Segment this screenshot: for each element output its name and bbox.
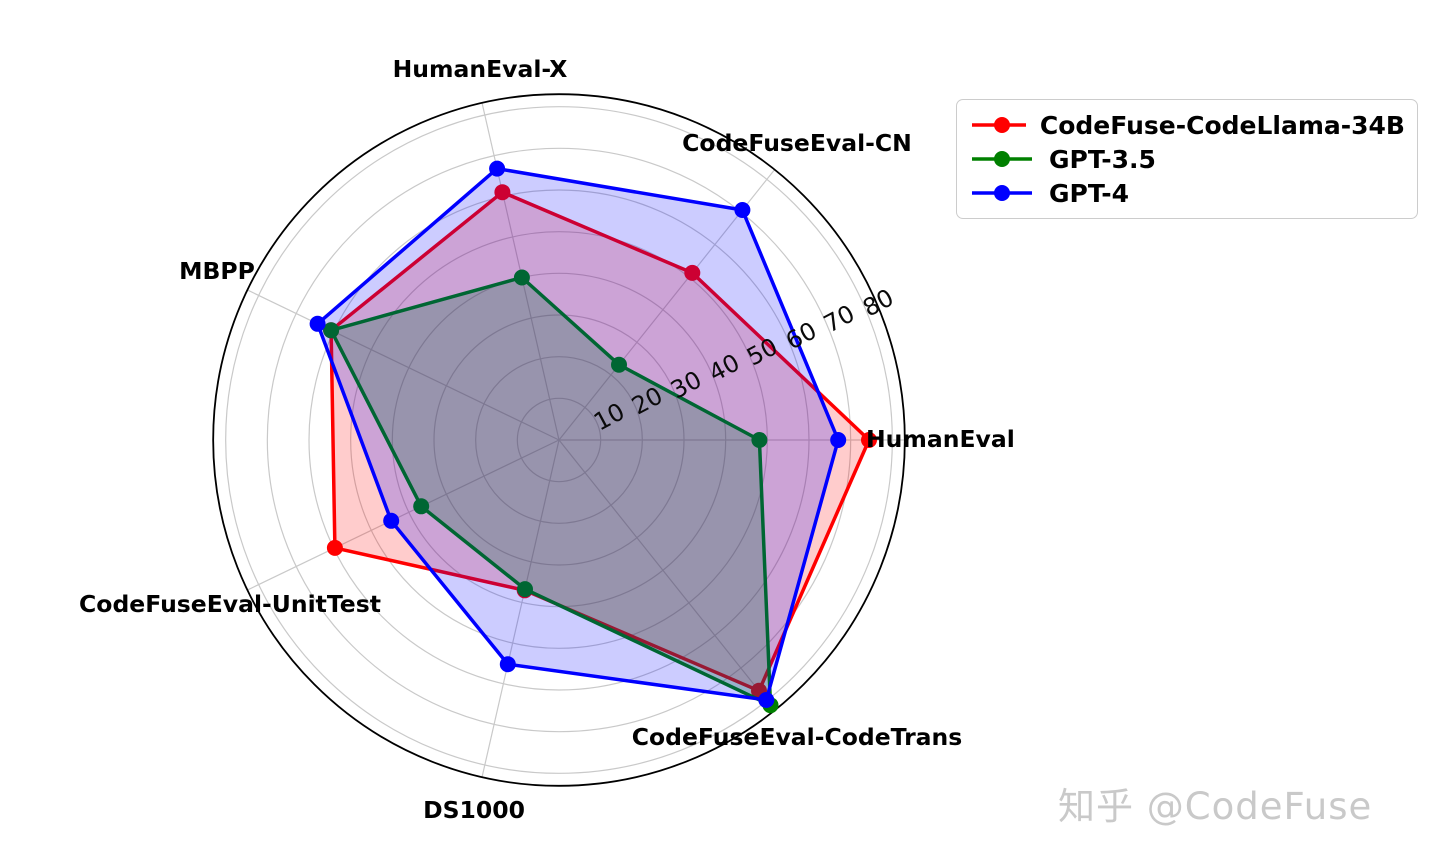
series-point-gpt-3.5 <box>751 432 768 448</box>
series-point-gpt-3.5 <box>611 356 627 373</box>
legend-label: GPT-3.5 <box>1049 144 1156 174</box>
series-point-gpt-4 <box>309 315 326 332</box>
series-point-gpt-4 <box>830 432 847 448</box>
axis-labels: HumanEval CodeFuseEval-CN HumanEval-X MB… <box>79 55 1015 824</box>
series-point-gpt-4 <box>758 692 775 708</box>
axis-label-humaneval: HumanEval <box>866 425 1015 453</box>
series-point-codefuse-codellama-34b <box>684 264 701 281</box>
radar-spoke <box>558 439 776 711</box>
axis-label-codefuseeval-codetrans: CodeFuseEval-CodeTrans <box>632 723 963 751</box>
legend-label: GPT-4 <box>1049 178 1129 208</box>
series-point-codefuse-codellama-34b <box>326 539 343 556</box>
axis-label-humaneval-x: HumanEval-X <box>393 55 568 83</box>
legend-line-dot-icon <box>972 117 1026 133</box>
radar-outer-circle <box>212 93 906 787</box>
watermark-text: 知乎 @CodeFuse <box>1058 785 1373 828</box>
radar-series <box>309 160 877 714</box>
series-polygon-gpt-4 <box>315 166 840 702</box>
radar-spoke <box>481 439 560 778</box>
r-tick-80: 80 <box>858 283 898 322</box>
series-point-gpt-4 <box>383 512 400 529</box>
series-polygon-codefuse-codellama-34b <box>329 190 871 693</box>
series-point-gpt-3.5 <box>513 269 530 286</box>
r-tick-70: 70 <box>819 299 859 338</box>
legend-line-dot-icon <box>972 151 1032 167</box>
series-point-gpt-4 <box>499 656 516 673</box>
legend-item-codefuse-codellama-34b: CodeFuse-CodeLlama-34B <box>969 111 1405 140</box>
legend-line-dot-icon <box>972 185 1032 201</box>
series-point-gpt-3.5 <box>517 581 533 598</box>
legend-item-gpt-4: GPT-4 <box>969 179 1405 208</box>
chart-legend: CodeFuse-CodeLlama-34B GPT-3.5 GPT-4 <box>956 99 1418 219</box>
legend-label: CodeFuse-CodeLlama-34B <box>1039 110 1405 140</box>
axis-label-codefuseeval-cn: CodeFuseEval-CN <box>682 129 912 157</box>
axis-label-mbpp: MBPP <box>179 257 255 285</box>
series-point-gpt-3.5 <box>413 498 430 515</box>
legend-item-gpt-3-5: GPT-3.5 <box>969 145 1405 174</box>
axis-label-codefuseeval-unittest: CodeFuseEval-UnitTest <box>79 590 381 618</box>
radar-spoke <box>247 439 560 591</box>
axis-label-ds1000: DS1000 <box>423 796 525 824</box>
series-point-codefuse-codellama-34b <box>494 184 511 201</box>
radar-spoke <box>247 289 560 441</box>
series-polygon-gpt-3.5 <box>329 275 773 707</box>
series-point-gpt-4 <box>489 160 506 177</box>
series-point-codefuse-codellama-34b <box>861 432 877 448</box>
series-point-gpt-3.5 <box>323 322 340 339</box>
series-point-gpt-4 <box>734 202 751 218</box>
